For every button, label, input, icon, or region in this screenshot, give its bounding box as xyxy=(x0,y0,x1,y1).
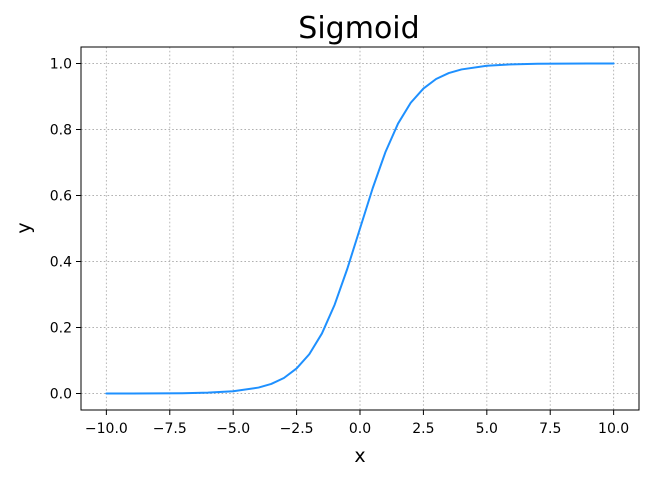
y-tick-label: 0.0 xyxy=(50,387,72,403)
x-tick-label: 5.0 xyxy=(476,421,498,437)
y-tick-label: 0.4 xyxy=(50,255,72,271)
x-tick-label: 0.0 xyxy=(349,421,371,437)
chart-title: Sigmoid xyxy=(298,11,419,46)
y-tick-label: 1.0 xyxy=(50,57,72,73)
y-tick-label: 0.2 xyxy=(50,321,72,337)
y-axis-label: y xyxy=(13,222,35,233)
y-tick-label: 0.8 xyxy=(50,123,72,139)
x-axis-label: x xyxy=(354,445,365,467)
x-tick-label: −2.5 xyxy=(280,421,314,437)
x-tick-label: 2.5 xyxy=(412,421,434,437)
x-axis-ticks: −10.0 −7.5 −5.0 −2.5 0.0 2.5 5.0 7.5 10.0 xyxy=(85,410,629,437)
x-tick-label: 7.5 xyxy=(539,421,561,437)
sigmoid-line xyxy=(105,62,615,395)
x-tick-label: 10.0 xyxy=(598,421,629,437)
x-tick-label: −10.0 xyxy=(85,421,128,437)
x-tick-label: −5.0 xyxy=(216,421,250,437)
y-axis-ticks: 0.0 0.2 0.4 0.6 0.8 1.0 xyxy=(50,57,81,403)
x-tick-label: −7.5 xyxy=(153,421,187,437)
y-tick-label: 0.6 xyxy=(50,189,72,205)
